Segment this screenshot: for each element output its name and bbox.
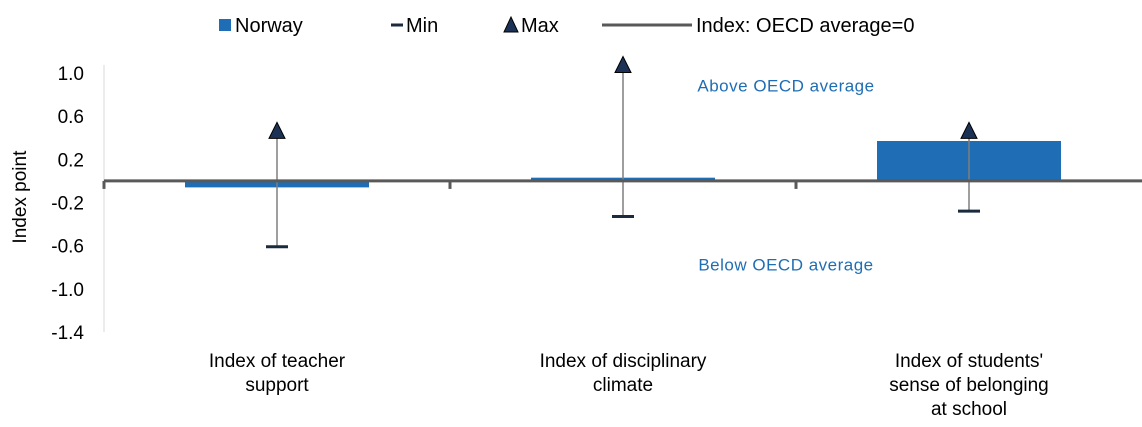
y-tick-label: -0.6: [51, 237, 84, 258]
x-category-label: Index of students' sense of belonging at s…: [889, 351, 1049, 420]
y-tick-label: 0.2: [58, 150, 84, 171]
legend-label-norway: Norway: [235, 15, 303, 37]
y-tick-label: -1.4: [51, 323, 84, 344]
y-axis-title: Index point: [10, 150, 31, 244]
max-marker: [614, 55, 632, 74]
max-marker: [960, 121, 978, 139]
annotation-above: Above OECD average: [697, 76, 874, 95]
legend-label-oecd-line: Index: OECD average=0: [696, 15, 914, 37]
y-tick-label: 1.0: [58, 64, 84, 85]
y-tick-label: -1.0: [51, 280, 84, 301]
max-marker: [268, 121, 286, 139]
legend: Norway Min Max Index: OECD average=0: [219, 15, 914, 37]
legend-label-max: Max: [521, 15, 559, 37]
y-tick-label: -0.2: [51, 194, 84, 215]
legend-swatch-norway: [219, 19, 231, 31]
annotation-below: Below OECD average: [698, 255, 873, 274]
x-category-label: Index of teacher support: [209, 351, 346, 396]
y-tick-label: 0.6: [58, 107, 84, 128]
x-category-label: Index of disciplinary climate: [540, 351, 707, 396]
legend-label-min: Min: [406, 15, 438, 37]
legend-swatch-max: [503, 15, 519, 33]
